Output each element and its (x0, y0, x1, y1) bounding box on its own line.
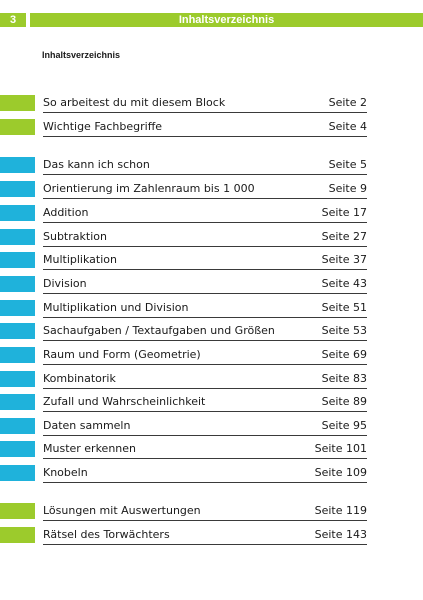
toc-entry[interactable]: Knobeln Seite 109 (0, 463, 423, 485)
toc-entry-page: Seite 17 (321, 206, 367, 219)
toc-entry-page: Seite 43 (321, 277, 367, 290)
toc-entry[interactable]: Division Seite 43 (0, 274, 423, 296)
toc-entry-label: Wichtige Fachbegriffe (43, 120, 163, 133)
toc-entry-page: Seite 119 (314, 504, 367, 517)
toc-entry[interactable]: Daten sammeln Seite 95 (0, 416, 423, 438)
toc-entry-label: Raum und Form (Geometrie) (43, 348, 201, 361)
section-color-marker (0, 252, 35, 268)
section-color-marker (0, 205, 35, 221)
divider (43, 112, 367, 113)
toc-entry-label: Muster erkennen (43, 442, 137, 455)
toc-entry-page: Seite 27 (321, 230, 367, 243)
section-color-marker (0, 465, 35, 481)
toc-entry-label: Division (43, 277, 87, 290)
toc-entry[interactable]: Muster erkennen Seite 101 (0, 439, 423, 461)
toc-entry-label: Orientierung im Zahlenraum bis 1 000 (43, 182, 255, 195)
toc-entry[interactable]: Lösungen mit Auswertungen Seite 119 (0, 501, 423, 523)
toc-entry-label: Das kann ich schon (43, 158, 150, 171)
toc-entry-label: Addition (43, 206, 89, 219)
section-color-marker (0, 441, 35, 457)
toc-entry[interactable]: Rätsel des Torwächters Seite 143 (0, 525, 423, 547)
toc-entry[interactable]: Multiplikation und Division Seite 51 (0, 298, 423, 320)
divider (43, 520, 367, 521)
section-color-marker (0, 347, 35, 363)
section-color-marker (0, 119, 35, 135)
divider (43, 317, 367, 318)
toc-entry[interactable]: Sachaufgaben / Textaufgaben und Größen S… (0, 321, 423, 343)
toc-entry-label: Multiplikation und Division (43, 301, 189, 314)
divider (43, 174, 367, 175)
toc-entry-label: Multiplikation (43, 253, 117, 266)
toc-entry-page: Seite 2 (328, 96, 367, 109)
toc-entry[interactable]: Wichtige Fachbegriffe Seite 4 (0, 117, 423, 139)
toc-entry[interactable]: Kombinatorik Seite 83 (0, 369, 423, 391)
toc-entry-page: Seite 37 (321, 253, 367, 266)
divider (43, 222, 367, 223)
page-header: 3 Inhaltsverzeichnis (0, 13, 423, 27)
toc-entry-page: Seite 83 (321, 372, 367, 385)
toc-entry-page: Seite 101 (314, 442, 367, 455)
divider (43, 198, 367, 199)
toc-entry-page: Seite 89 (321, 395, 367, 408)
header-title: Inhaltsverzeichnis (30, 13, 423, 27)
section-color-marker (0, 300, 35, 316)
section-color-marker (0, 323, 35, 339)
toc-entry-label: Lösungen mit Auswertungen (43, 504, 201, 517)
section-color-marker (0, 276, 35, 292)
divider (43, 136, 367, 137)
divider (43, 293, 367, 294)
section-color-marker (0, 394, 35, 410)
toc-entry-page: Seite 5 (328, 158, 367, 171)
section-color-marker (0, 503, 35, 519)
toc-entry[interactable]: Raum und Form (Geometrie) Seite 69 (0, 345, 423, 367)
toc-entry[interactable]: Addition Seite 17 (0, 203, 423, 225)
toc-entry-label: Zufall und Wahrscheinlichkeit (43, 395, 206, 408)
toc-entry-page: Seite 95 (321, 419, 367, 432)
toc-entry-label: Subtraktion (43, 230, 107, 243)
toc-entry-page: Seite 4 (328, 120, 367, 133)
page-number: 3 (0, 13, 26, 27)
divider (43, 435, 367, 436)
toc-entry-page: Seite 109 (314, 466, 367, 479)
divider (43, 458, 367, 459)
section-color-marker (0, 181, 35, 197)
toc-entry[interactable]: Multiplikation Seite 37 (0, 250, 423, 272)
toc-entry-page: Seite 9 (328, 182, 367, 195)
section-color-marker (0, 157, 35, 173)
toc-entry-label: Rätsel des Torwächters (43, 528, 170, 541)
toc-entry-page: Seite 143 (314, 528, 367, 541)
toc-entry-page: Seite 53 (321, 324, 367, 337)
toc-entry-page: Seite 69 (321, 348, 367, 361)
toc-entry-page: Seite 51 (321, 301, 367, 314)
toc-entry-label: So arbeitest du mit diesem Block (43, 96, 226, 109)
toc-entry-label: Kombinatorik (43, 372, 116, 385)
toc-heading: Inhaltsverzeichnis (42, 50, 121, 60)
toc-entry[interactable]: Zufall und Wahrscheinlichkeit Seite 89 (0, 392, 423, 414)
divider (43, 246, 367, 247)
toc-entry[interactable]: Subtraktion Seite 27 (0, 227, 423, 249)
divider (43, 388, 367, 389)
section-color-marker (0, 95, 35, 111)
section-color-marker (0, 371, 35, 387)
toc-entry-label: Daten sammeln (43, 419, 131, 432)
toc-entry-label: Sachaufgaben / Textaufgaben und Größen (43, 324, 275, 337)
section-color-marker (0, 418, 35, 434)
toc-entry[interactable]: Das kann ich schon Seite 5 (0, 155, 423, 177)
divider (43, 482, 367, 483)
divider (43, 364, 367, 365)
toc-entry[interactable]: Orientierung im Zahlenraum bis 1 000 Sei… (0, 179, 423, 201)
divider (43, 411, 367, 412)
section-color-marker (0, 527, 35, 543)
divider (43, 340, 367, 341)
toc-entry[interactable]: So arbeitest du mit diesem Block Seite 2 (0, 93, 423, 115)
divider (43, 269, 367, 270)
section-color-marker (0, 229, 35, 245)
toc-entry-label: Knobeln (43, 466, 88, 479)
divider (43, 544, 367, 545)
